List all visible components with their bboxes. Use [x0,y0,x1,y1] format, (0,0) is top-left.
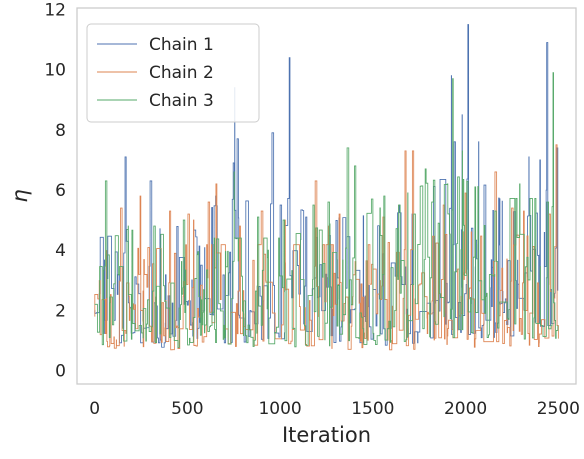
x-axis-ticks: 0 500 1000 1500 2000 2500 [89,399,580,419]
x-tick-label: 2500 [537,399,580,419]
y-tick-label: 8 [55,121,66,141]
y-axis-ticks: 0 2 4 6 8 10 12 [44,1,66,382]
y-tick-label: 0 [55,361,66,381]
y-tick-label: 4 [55,241,66,261]
y-axis-label: η [8,189,32,202]
x-tick-label: 500 [171,399,203,419]
legend-label: Chain 3 [149,91,214,111]
series-layer [94,24,559,351]
x-tick-label: 2000 [444,399,487,419]
y-tick-label: 12 [44,1,66,21]
legend-box [86,23,260,123]
legend-label: Chain 2 [149,63,214,83]
x-tick-label: 1000 [258,399,301,419]
y-tick-label: 2 [55,301,66,321]
plot-frame [76,7,577,385]
x-tick-label: 1500 [351,399,394,419]
series-line-2 [94,144,559,351]
series-line-1 [94,24,559,348]
series-line-3 [94,72,559,348]
x-axis-label: Iteration [282,423,371,447]
legend: Chain 1 Chain 2 Chain 3 [86,23,260,123]
x-tick-label: 0 [89,399,100,419]
legend-label: Chain 1 [149,35,214,55]
y-tick-label: 6 [55,181,66,201]
y-tick-label: 10 [44,61,66,81]
